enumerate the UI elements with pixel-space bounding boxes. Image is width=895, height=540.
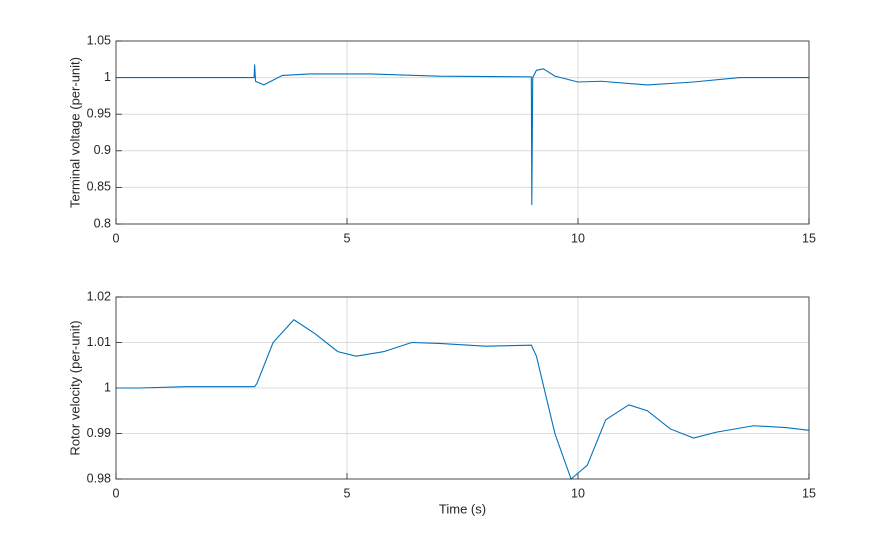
y-tick-label: 1 bbox=[104, 70, 111, 84]
x-tick-label: 5 bbox=[344, 486, 351, 500]
y-tick-label: 0.9 bbox=[94, 143, 111, 157]
y-axis-label: Rotor velocity (per-unit) bbox=[67, 320, 82, 455]
y-tick-label: 1.01 bbox=[87, 335, 111, 349]
axes-frame bbox=[115, 40, 810, 225]
y-tick-label: 1 bbox=[104, 380, 111, 394]
y-axis-label: Terminal voltage (per-unit) bbox=[67, 57, 82, 208]
y-tick-label: 0.95 bbox=[87, 106, 111, 120]
x-axis-label: Time (s) bbox=[439, 501, 486, 516]
plot-area bbox=[116, 41, 809, 224]
y-tick-label: 0.99 bbox=[87, 426, 111, 440]
data-line bbox=[116, 319, 810, 480]
x-tick-label: 15 bbox=[802, 486, 816, 500]
y-tick-label: 0.85 bbox=[87, 180, 111, 194]
x-tick-label: 0 bbox=[113, 231, 120, 245]
x-tick-label: 5 bbox=[344, 231, 351, 245]
x-tick-label: 15 bbox=[802, 231, 816, 245]
data-line bbox=[116, 64, 809, 205]
x-tick-label: 10 bbox=[571, 231, 585, 245]
y-tick-label: 0.8 bbox=[94, 216, 111, 230]
y-tick-label: 1.05 bbox=[87, 33, 111, 47]
x-tick-label: 10 bbox=[571, 486, 585, 500]
x-tick-label: 0 bbox=[113, 486, 120, 500]
y-tick-label: 0.98 bbox=[87, 471, 111, 485]
axes-frame bbox=[115, 296, 810, 480]
y-tick-label: 1.02 bbox=[87, 289, 111, 303]
